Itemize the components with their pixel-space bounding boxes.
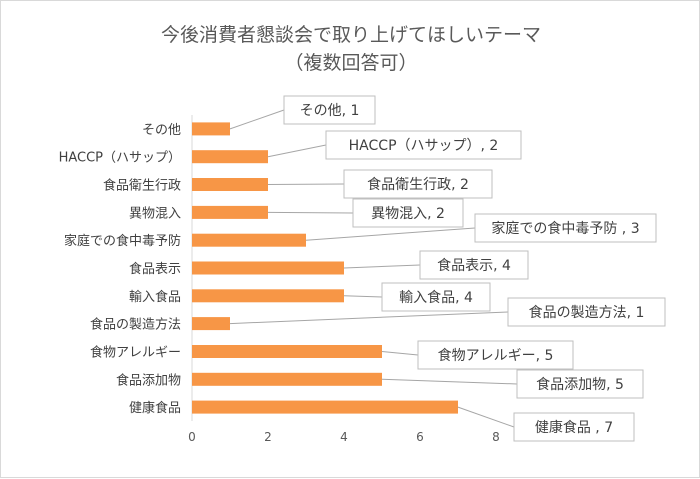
chart-title: 今後消費者懇談会で取り上げてほしいテーマ （複数回答可）	[161, 24, 541, 74]
leader-line	[229, 311, 509, 325]
bar	[192, 150, 268, 164]
data-label-callouts: その他, 1 HACCP（ハサップ）, 2 食品衛生行政, 2 異物混入, 2 家庭での…	[283, 95, 666, 442]
category-label: 輸入食品	[129, 289, 181, 305]
bar	[192, 122, 230, 136]
bar	[192, 178, 268, 191]
leader-line	[267, 183, 345, 185]
data-label: 輸入食品, 4	[399, 289, 473, 306]
leader-line	[343, 295, 383, 298]
leader-line	[229, 109, 285, 130]
x-tick-label: 8	[492, 430, 500, 444]
leader-line	[381, 378, 518, 385]
data-label: HACCP（ハサップ）, 2	[349, 138, 499, 154]
leader-line	[267, 211, 354, 214]
leader-line	[305, 227, 476, 241]
category-label: HACCP（ハサップ）	[59, 151, 181, 166]
category-label: 食品表示	[129, 261, 181, 277]
x-tick-labels: 0 2 4 6 8	[188, 430, 500, 444]
data-label: 食品添加物, 5	[536, 376, 624, 393]
data-label: 異物混入, 2	[371, 206, 445, 222]
bar	[192, 233, 306, 247]
callout-box	[325, 130, 522, 160]
callout-box	[381, 282, 491, 312]
bar	[192, 317, 230, 331]
category-labels: その他 HACCP（ハサップ） 食品衛生行政異物混入家庭での食中毒予防食品表示輸入食…	[59, 123, 181, 416]
x-tick-label: 0	[188, 430, 196, 444]
callout-box	[507, 297, 666, 327]
leader-line	[267, 144, 327, 158]
bars	[192, 122, 458, 414]
callout-box	[516, 369, 644, 399]
callout-box	[283, 95, 376, 125]
category-label: 健康食品	[129, 400, 181, 416]
category-label: 家庭での食中毒予防	[64, 233, 181, 249]
leader-lines	[229, 109, 518, 428]
callout-box	[513, 412, 635, 442]
leader-line	[457, 406, 515, 428]
category-label: 食品添加物	[116, 372, 181, 388]
data-label: 食品の製造方法, 1	[529, 304, 645, 321]
data-label: 食物アレルギー, 5	[438, 347, 554, 364]
x-tick-label: 6	[416, 430, 424, 444]
bar	[192, 372, 382, 386]
x-tick-label: 2	[264, 430, 272, 444]
category-label: 食物アレルギー	[90, 345, 181, 361]
category-label: 異物混入	[129, 206, 181, 221]
bar	[192, 345, 382, 358]
callout-box	[417, 340, 574, 370]
x-tick-label: 4	[340, 430, 348, 444]
callout-box	[343, 169, 493, 199]
bar	[192, 205, 268, 219]
leader-line	[343, 264, 421, 269]
callout-box	[419, 250, 529, 280]
category-label: 食品衛生行政	[103, 178, 181, 194]
bar	[192, 289, 344, 303]
category-label: 食品の製造方法	[90, 317, 181, 333]
chart-title-line-1: 今後消費者懇談会で取り上げてほしいテーマ	[161, 24, 541, 46]
bar	[192, 400, 458, 414]
data-label: 健康食品 , 7	[535, 419, 613, 436]
bar	[192, 261, 344, 275]
data-label: 家庭での食中毒予防 , 3	[491, 220, 639, 237]
data-label: 食品表示, 4	[437, 257, 511, 274]
callout-box	[352, 198, 464, 228]
chart-title-line-2: （複数回答可）	[284, 52, 417, 74]
data-label: その他, 1	[300, 103, 360, 119]
callout-box	[474, 213, 657, 243]
data-label: 食品衛生行政, 2	[367, 176, 469, 193]
category-label: その他	[142, 123, 181, 138]
leader-line	[381, 351, 419, 356]
